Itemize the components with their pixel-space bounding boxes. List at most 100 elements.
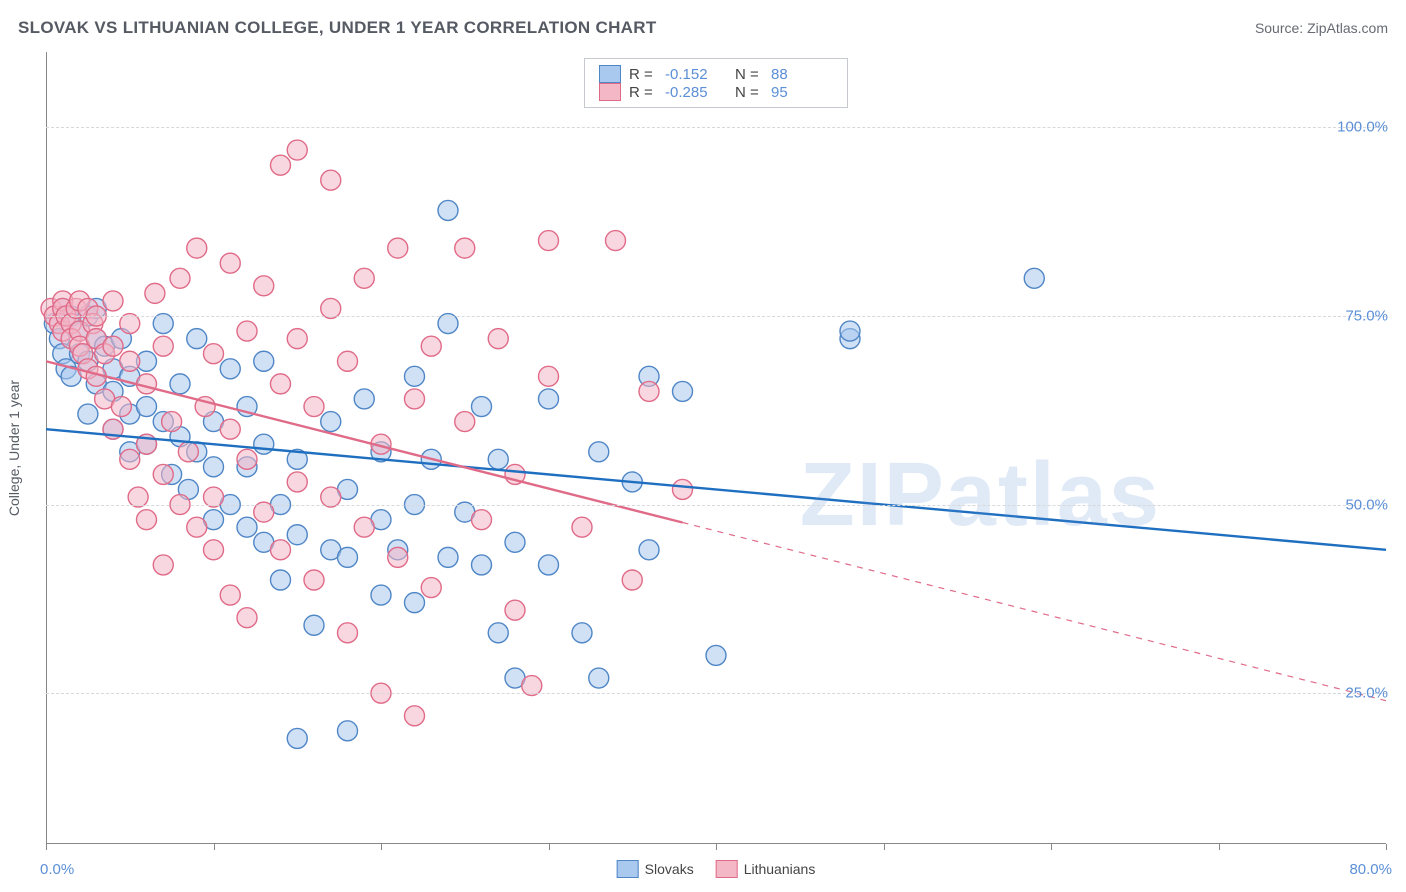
data-point <box>321 412 341 432</box>
source-attribution: Source: ZipAtlas.com <box>1255 20 1388 36</box>
data-point <box>187 329 207 349</box>
data-point <box>153 336 173 356</box>
data-point <box>153 464 173 484</box>
y-tick-label: 50.0% <box>1345 496 1388 513</box>
n-value: 88 <box>771 66 833 83</box>
n-label: N = <box>735 66 763 83</box>
legend-swatch <box>617 860 639 878</box>
legend-row: R = -0.285 N = 95 <box>599 83 833 101</box>
data-point <box>220 359 240 379</box>
data-point <box>137 510 157 530</box>
data-point <box>287 140 307 160</box>
data-point <box>572 517 592 537</box>
legend-item: Slovaks <box>617 860 694 878</box>
data-point <box>287 329 307 349</box>
data-point <box>840 321 860 341</box>
data-point <box>304 615 324 635</box>
series-legend: Slovaks Lithuanians <box>617 860 816 878</box>
x-tick <box>549 844 550 850</box>
data-point <box>187 517 207 537</box>
r-label: R = <box>629 84 657 101</box>
x-tick <box>1051 844 1052 850</box>
data-point <box>137 397 157 417</box>
data-point <box>405 389 425 409</box>
data-point <box>237 608 257 628</box>
data-point <box>220 419 240 439</box>
gridline <box>46 127 1386 128</box>
chart-area: College, Under 1 year ZIPatlas R =-0.152… <box>46 52 1386 844</box>
data-point <box>438 547 458 567</box>
r-value: -0.285 <box>665 84 727 101</box>
y-tick-label: 100.0% <box>1337 119 1388 136</box>
data-point <box>271 570 291 590</box>
gridline <box>46 316 1386 317</box>
data-point <box>388 238 408 258</box>
data-point <box>505 600 525 620</box>
data-point <box>455 412 475 432</box>
y-tick-label: 25.0% <box>1345 685 1388 702</box>
data-point <box>539 366 559 386</box>
legend-label: Lithuanians <box>744 861 816 877</box>
data-point <box>271 374 291 394</box>
data-point <box>421 336 441 356</box>
n-label: N = <box>735 84 763 101</box>
data-point <box>204 457 224 477</box>
data-point <box>438 200 458 220</box>
data-point <box>622 570 642 590</box>
data-point <box>237 321 257 341</box>
data-point <box>505 532 525 552</box>
data-point <box>338 547 358 567</box>
chart-title: SLOVAK VS LITHUANIAN COLLEGE, UNDER 1 YE… <box>18 18 657 38</box>
data-point <box>539 389 559 409</box>
x-tick <box>884 844 885 850</box>
r-label: R = <box>629 66 657 83</box>
data-point <box>405 706 425 726</box>
data-point <box>488 329 508 349</box>
data-point <box>204 540 224 560</box>
data-point <box>237 449 257 469</box>
data-point <box>572 623 592 643</box>
data-point <box>606 231 626 251</box>
data-point <box>472 397 492 417</box>
data-point <box>111 397 131 417</box>
data-point <box>354 268 374 288</box>
x-tick <box>381 844 382 850</box>
legend-row: R =-0.152N =88 <box>599 65 833 83</box>
data-point <box>539 231 559 251</box>
data-point <box>673 479 693 499</box>
legend-label: Slovaks <box>645 861 694 877</box>
data-point <box>354 517 374 537</box>
n-value: 95 <box>771 84 833 101</box>
data-point <box>162 412 182 432</box>
data-point <box>254 351 274 371</box>
data-point <box>271 540 291 560</box>
data-point <box>304 397 324 417</box>
data-point <box>220 585 240 605</box>
gridline <box>46 505 1386 506</box>
data-point <box>321 170 341 190</box>
data-point <box>455 238 475 258</box>
data-point <box>120 351 140 371</box>
data-point <box>639 381 659 401</box>
data-point <box>271 155 291 175</box>
y-axis-title: College, Under 1 year <box>6 380 22 516</box>
data-point <box>287 525 307 545</box>
data-point <box>170 268 190 288</box>
x-tick <box>1219 844 1220 850</box>
x-tick <box>716 844 717 850</box>
correlation-legend: R =-0.152N =88R =-0.285N =95 <box>584 58 848 108</box>
x-tick <box>214 844 215 850</box>
legend-swatch <box>599 65 621 83</box>
data-point <box>287 728 307 748</box>
legend-item: Lithuanians <box>716 860 816 878</box>
gridline <box>46 693 1386 694</box>
data-point <box>170 374 190 394</box>
y-tick-label: 75.0% <box>1345 308 1388 325</box>
data-point <box>1024 268 1044 288</box>
data-point <box>120 449 140 469</box>
data-point <box>237 517 257 537</box>
legend-swatch <box>716 860 738 878</box>
data-point <box>254 276 274 296</box>
data-point <box>78 404 98 424</box>
data-point <box>405 593 425 613</box>
